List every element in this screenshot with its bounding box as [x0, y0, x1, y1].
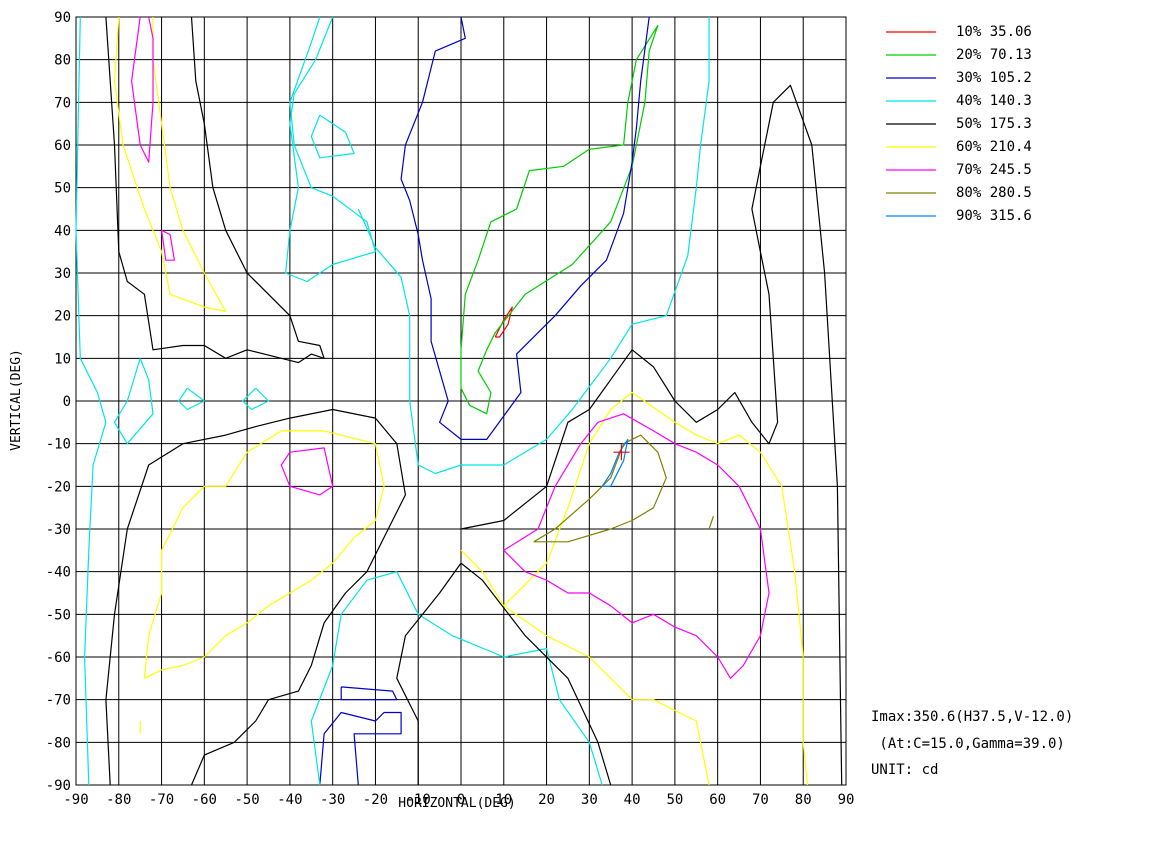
contour-lines [75, 16, 843, 786]
legend-entry: 10% 35.06 [956, 24, 1032, 40]
legend-entry: 30% 105.2 [956, 70, 1032, 86]
x-tick-label: -30 [320, 792, 345, 808]
x-tick-label: 20 [538, 792, 555, 808]
y-tick-label: 80 [54, 53, 71, 69]
unit-text: UNIT: cd [871, 762, 939, 778]
legend-entry: 90% 315.6 [956, 208, 1032, 224]
contour-60pct [503, 391, 809, 786]
x-tick-label: -50 [234, 792, 259, 808]
contour-60pct [460, 549, 710, 786]
y-tick-label: -80 [46, 735, 71, 751]
x-tick-label: -70 [149, 792, 174, 808]
contour-40pct [178, 387, 205, 411]
contour-30pct [319, 711, 402, 786]
x-tick-label: -40 [277, 792, 302, 808]
contour-60pct [143, 430, 385, 679]
y-tick-label: 10 [54, 351, 71, 367]
contour-90pct [601, 438, 629, 487]
at-text: (At:C=15.0,Gamma=39.0) [871, 736, 1065, 752]
contour-30pct [340, 686, 398, 701]
x-tick-label: 70 [752, 792, 769, 808]
contour-40pct [285, 16, 376, 283]
y-axis-label: VERTICAL(DEG) [9, 349, 24, 451]
y-tick-label: 20 [54, 309, 71, 325]
x-tick-label: -80 [106, 792, 131, 808]
legend-entry: 20% 70.13 [956, 47, 1032, 63]
max-marker [613, 444, 630, 461]
y-tick-label: -10 [46, 437, 71, 453]
contour-50pct [105, 16, 325, 364]
y-tick-label: 30 [54, 266, 71, 282]
y-tick-label: -30 [46, 522, 71, 538]
y-tick-label: 60 [54, 138, 71, 154]
x-tick-label: -60 [192, 792, 217, 808]
legend: 10% 35.06 20% 70.13 30% 105.2 40% 140.3 50% … [886, 24, 1032, 224]
x-tick-label: -10 [406, 792, 431, 808]
y-tick-label: 0 [63, 394, 71, 410]
y-tick-label: 40 [54, 223, 71, 239]
x-tick-label: 0 [457, 792, 465, 808]
legend-entry: 70% 245.5 [956, 162, 1032, 178]
legend-entry: 40% 140.3 [956, 93, 1032, 109]
legend-entry: 50% 175.3 [956, 116, 1032, 132]
contour-80pct [708, 516, 714, 530]
contour-70pct [131, 16, 154, 163]
x-axis-label: HORIZONTAL(DEG) [398, 796, 515, 811]
contour-80pct [533, 434, 667, 543]
contour-50pct [460, 84, 843, 786]
x-tick-label: 80 [795, 792, 812, 808]
contour-50pct [396, 562, 612, 786]
y-tick-label: -40 [46, 565, 71, 581]
y-tick-label: -50 [46, 607, 71, 623]
contour-40pct [357, 17, 710, 475]
x-tick-label: -20 [363, 792, 388, 808]
x-tick-label: 90 [838, 792, 855, 808]
imax-text: Imax:350.6(H37.5,V-12.0) [871, 709, 1074, 725]
contour-70pct [503, 413, 770, 679]
contour-40pct [75, 16, 107, 786]
y-tick-label: 50 [54, 181, 71, 197]
legend-entry: 80% 280.5 [956, 185, 1032, 201]
x-tick-label: 30 [581, 792, 598, 808]
contour-40pct [242, 387, 270, 411]
x-tick-label: -90 [63, 792, 88, 808]
x-tick-label: 40 [624, 792, 641, 808]
contour-40pct [310, 114, 355, 159]
y-tick-label: 70 [54, 95, 71, 111]
contour-60pct [113, 16, 227, 312]
legend-entry: 60% 210.4 [956, 139, 1032, 155]
x-tick-labels: -90 -80 -70 -60 -50 -40 -30 -20 -10 0 10 20 30 40 50 60… [63, 792, 854, 808]
x-tick-label: 60 [709, 792, 726, 808]
y-tick-label: -70 [46, 693, 71, 709]
contour-50pct [105, 408, 406, 786]
y-tick-label: -20 [46, 479, 71, 495]
y-tick-labels: 90 80 70 60 50 40 30 20 10 0 -10 -20 -30 -40 -50 -60 -70… [46, 10, 71, 794]
grid [75, 16, 847, 786]
contour-40pct [310, 571, 603, 786]
contour-30pct [400, 16, 650, 440]
contour-70pct [161, 229, 175, 261]
y-tick-label: -60 [46, 650, 71, 666]
contour-70pct [280, 447, 334, 496]
contour-20pct [460, 24, 659, 415]
x-tick-label: 50 [666, 792, 683, 808]
contour-40pct [113, 358, 154, 445]
x-tick-label: 10 [495, 792, 512, 808]
y-tick-label: -90 [46, 778, 71, 794]
y-tick-label: 90 [54, 10, 71, 26]
